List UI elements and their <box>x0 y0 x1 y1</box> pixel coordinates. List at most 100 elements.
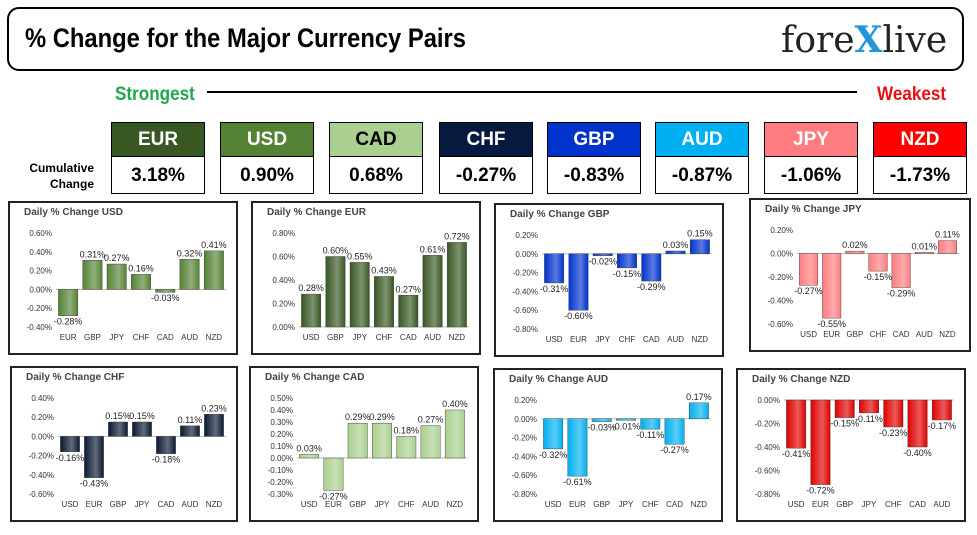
x-tick-label: NZD <box>449 333 466 342</box>
data-label: 0.02% <box>842 240 868 250</box>
y-tick-label: 0.20% <box>31 413 54 422</box>
y-tick-label: -0.20% <box>29 452 54 461</box>
y-tick-label: -0.40% <box>512 452 537 461</box>
x-tick-label: EUR <box>823 330 840 339</box>
data-label: 0.60% <box>323 246 349 256</box>
chart-svg: -0.60% -0.40% -0.20% 0.00% 0.20% 0.40% -0.16% U… <box>29 394 227 509</box>
data-label: 0.27% <box>396 284 422 294</box>
forexlive-logo: foreXlive <box>781 19 948 61</box>
bar-jpy <box>132 421 152 437</box>
bar-chf <box>640 418 661 430</box>
data-label: -0.61% <box>563 477 592 487</box>
y-tick-label: -0.30% <box>268 490 293 499</box>
y-tick-label: 0.60% <box>272 253 295 262</box>
data-label: -0.15% <box>613 269 642 279</box>
strength-scale-line <box>207 91 857 93</box>
chart-panel-nzd: Daily % Change NZD -0.80% -0.60% -0.40% -0.2… <box>736 368 966 522</box>
x-tick-label: CAD <box>158 500 175 509</box>
bar-eur <box>810 399 831 485</box>
x-tick-label: CHF <box>642 500 659 509</box>
x-tick-label: NZD <box>939 330 956 339</box>
data-label: 0.23% <box>201 403 227 413</box>
chart-title: Daily % Change NZD <box>752 374 851 385</box>
currency-name: USD <box>221 123 313 157</box>
y-tick-label: -0.20% <box>512 434 537 443</box>
bar-usd <box>301 293 322 328</box>
y-tick-label: -0.80% <box>755 490 780 499</box>
y-tick-label: 0.80% <box>272 229 295 238</box>
currency-box-chf: CHF -0.27% <box>439 122 533 194</box>
chart-svg: 0.00% 0.20% 0.40% 0.60% 0.80% 0.28% USD 0.60% GB… <box>272 229 469 342</box>
y-tick-label: 0.00% <box>29 285 52 294</box>
y-tick-label: -0.80% <box>512 490 537 499</box>
bar-usd <box>299 454 320 459</box>
data-label: -0.31% <box>540 284 569 294</box>
currency-box-aud: AUD -0.87% <box>655 122 749 194</box>
data-label: -0.17% <box>928 421 957 431</box>
data-label: 0.16% <box>128 263 154 273</box>
bar-gbp <box>845 250 865 254</box>
chart-svg: -0.30% -0.20% -0.10% 0.00% 0.10% 0.20% 0.30% 0.… <box>268 394 468 509</box>
x-tick-label: USD <box>800 330 817 339</box>
data-label: 0.61% <box>420 244 446 254</box>
x-tick-label: JPY <box>375 500 390 509</box>
data-label: -0.15% <box>864 272 893 282</box>
bar-cad <box>155 289 176 293</box>
bar-aud <box>422 255 443 328</box>
cumulative-value: -0.87% <box>671 165 733 186</box>
bar-nzd <box>203 250 224 290</box>
y-tick-label: 0.00% <box>757 396 780 405</box>
x-tick-label: AUD <box>916 330 933 339</box>
data-label: -0.32% <box>539 450 568 460</box>
x-tick-label: CAD <box>909 500 926 509</box>
bar-cad <box>641 253 662 282</box>
chart-svg: -0.80% -0.60% -0.40% -0.20% 0.00% 0.20% -0.31%… <box>513 229 713 344</box>
y-tick-label: -0.40% <box>768 297 793 306</box>
x-tick-label: CHF <box>885 500 902 509</box>
data-label: -0.15% <box>830 419 859 429</box>
y-tick-label: -0.60% <box>513 306 538 315</box>
currency-box-cad: CAD 0.68% <box>329 122 423 194</box>
chart-title: Daily % Change USD <box>24 207 123 218</box>
chart-title: Daily % Change AUD <box>509 374 609 385</box>
x-tick-label: AUD <box>422 500 439 509</box>
y-tick-label: 0.40% <box>270 406 293 415</box>
x-tick-label: EUR <box>812 500 829 509</box>
chart-panel-cad: Daily % Change CAD -0.30% -0.20% -0.10% 0.00… <box>249 366 479 522</box>
page-title: % Change for the Major Currency Pairs <box>25 23 466 53</box>
currency-name: GBP <box>548 123 640 157</box>
data-label: -0.01% <box>612 421 641 431</box>
y-tick-label: 0.20% <box>272 300 295 309</box>
bar-jpy <box>372 423 392 459</box>
data-label: -0.11% <box>855 414 883 424</box>
chart-title: Daily % Change EUR <box>267 207 366 218</box>
chart-panel-usd: Daily % Change USD -0.40% -0.20% 0.00% 0.20%… <box>8 201 238 355</box>
y-tick-label: 0.60% <box>29 229 52 238</box>
bar-nzd <box>204 414 224 437</box>
bar-jpy <box>106 263 127 290</box>
y-tick-label: 0.20% <box>29 267 52 276</box>
currency-box-gbp: GBP -0.83% <box>547 122 641 194</box>
y-tick-label: -0.40% <box>755 443 780 452</box>
bar-eur <box>84 436 104 478</box>
bar-chf <box>617 253 637 269</box>
chart-title: Daily % Change CHF <box>26 372 125 383</box>
data-label: 0.32% <box>177 248 203 258</box>
data-label: 0.27% <box>418 415 444 425</box>
data-label: 0.15% <box>687 229 713 239</box>
data-label: 0.27% <box>104 253 130 263</box>
bar-usd <box>543 418 564 450</box>
bar-eur <box>822 253 842 319</box>
bar-eur <box>323 457 344 491</box>
x-tick-label: AUD <box>667 335 684 344</box>
currency-box-eur: EUR 3.18% <box>111 122 205 194</box>
bar-chf <box>374 276 394 328</box>
y-tick-label: 0.40% <box>29 248 52 257</box>
data-label: -0.03% <box>151 293 180 303</box>
bar-chf <box>131 274 151 290</box>
data-label: 0.43% <box>371 265 397 275</box>
data-label: -0.60% <box>564 311 593 321</box>
x-tick-label: NZD <box>206 500 223 509</box>
chart-title: Daily % Change CAD <box>265 372 365 383</box>
data-label: 0.41% <box>201 240 227 250</box>
